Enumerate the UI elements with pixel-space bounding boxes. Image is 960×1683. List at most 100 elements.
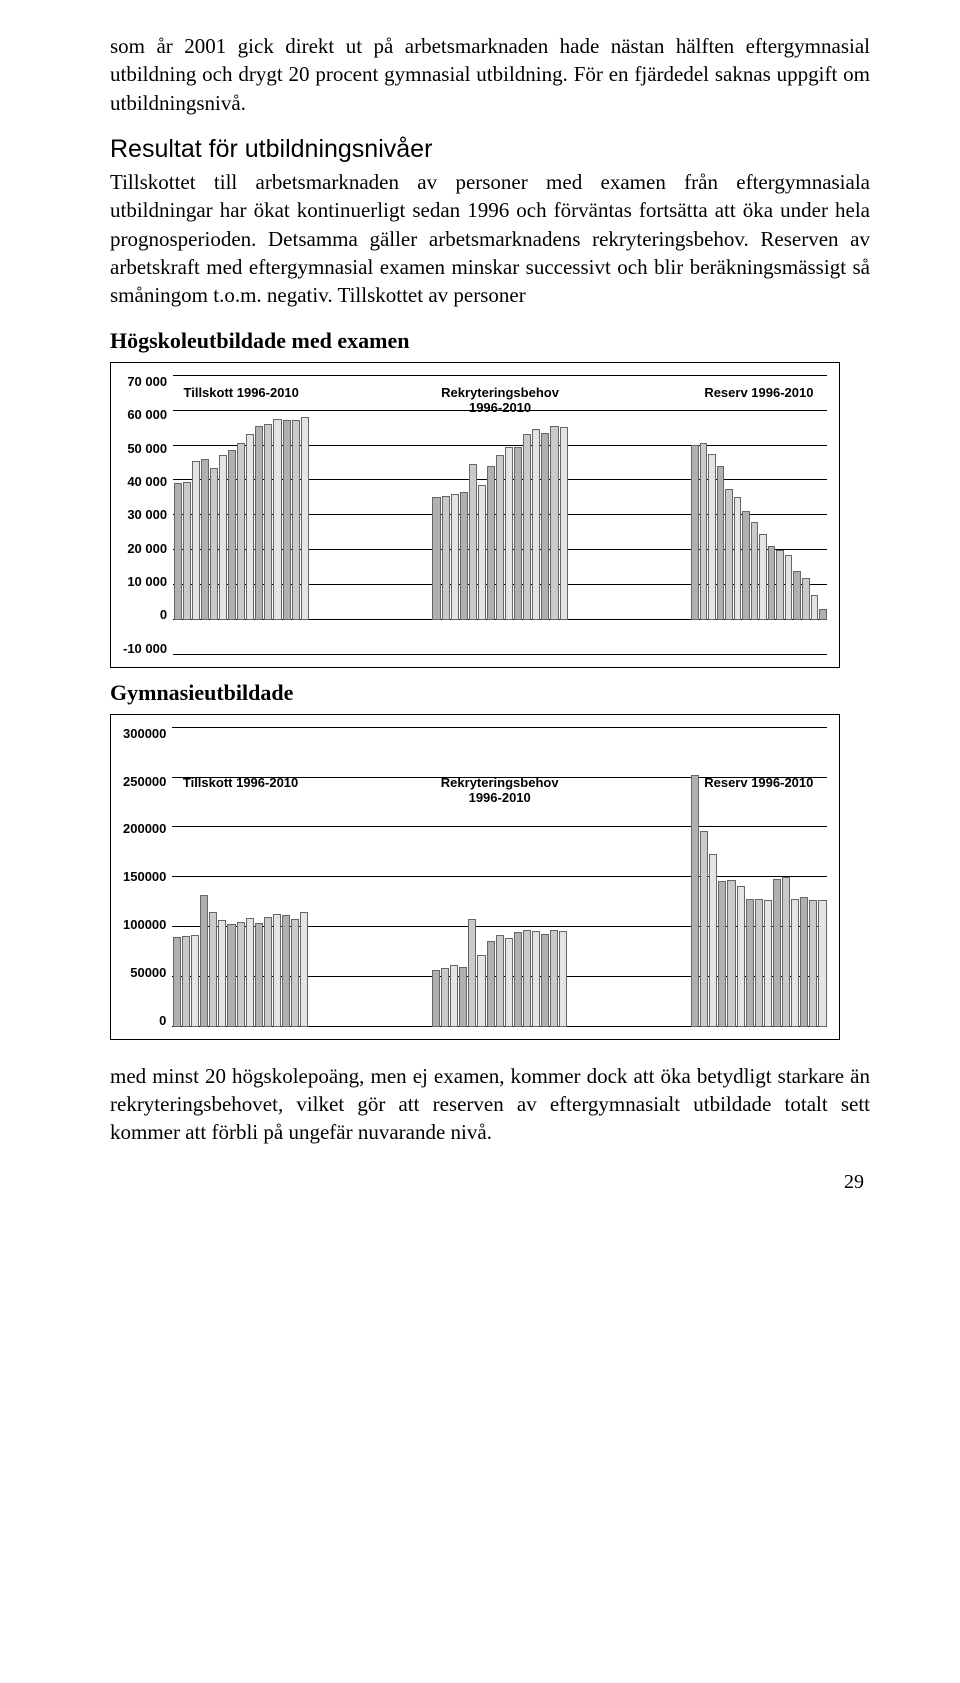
chart2-bars	[172, 727, 827, 1027]
bar	[541, 433, 549, 620]
bar	[773, 879, 781, 1027]
bar	[793, 571, 801, 620]
bar	[505, 447, 513, 620]
y-tick-label: -10 000	[123, 642, 167, 655]
bar	[727, 880, 735, 1027]
bar	[505, 938, 513, 1027]
group-label: Reserv 1996-2010	[691, 775, 827, 806]
y-tick-label: 20 000	[123, 542, 167, 555]
bar	[785, 555, 793, 620]
bar	[228, 450, 236, 620]
bar	[255, 923, 263, 1027]
bar	[550, 426, 558, 620]
bar	[255, 426, 263, 620]
bar	[532, 429, 540, 620]
bar	[541, 934, 549, 1027]
bar	[759, 534, 767, 620]
bar-group	[691, 727, 827, 1027]
chart2-y-axis: 300000250000200000150000100000500000	[123, 727, 172, 1027]
group-label: Reserv 1996-2010	[691, 385, 827, 416]
y-tick-label: 300000	[123, 727, 166, 740]
bar	[264, 917, 272, 1027]
bar	[283, 420, 291, 620]
y-tick-label: 0	[123, 608, 167, 621]
bar	[264, 424, 272, 620]
bar	[273, 419, 281, 620]
bar	[459, 967, 467, 1027]
chart1-bars	[173, 375, 827, 655]
bar	[691, 775, 699, 1027]
bar	[219, 455, 227, 620]
bar	[523, 434, 531, 620]
chart1-plot: Tillskott 1996-2010 Rekryteringsbehov 199…	[173, 375, 827, 655]
bar	[237, 443, 245, 620]
bar	[532, 931, 540, 1027]
bar	[441, 968, 449, 1027]
bar	[282, 915, 290, 1027]
bar	[300, 912, 308, 1027]
bar	[183, 482, 191, 620]
bar	[301, 417, 309, 620]
bar	[450, 965, 458, 1027]
y-tick-label: 100000	[123, 918, 166, 931]
bar	[237, 922, 245, 1027]
y-tick-label: 70 000	[123, 375, 167, 388]
bar	[246, 918, 254, 1027]
paragraph-1: som år 2001 gick direkt ut på arbetsmark…	[110, 32, 870, 117]
bar	[292, 420, 300, 620]
bar-group	[691, 375, 827, 655]
bar-group	[432, 727, 568, 1027]
bar	[550, 930, 558, 1027]
bar	[291, 919, 299, 1027]
bar	[708, 454, 716, 620]
page-number: 29	[110, 1171, 870, 1194]
bar	[718, 881, 726, 1027]
y-tick-label: 50000	[123, 966, 166, 979]
bar	[174, 483, 182, 620]
bar	[182, 936, 190, 1027]
chart1-title: Högskoleutbildade med examen	[110, 328, 870, 354]
bar	[742, 511, 750, 620]
bar	[478, 485, 486, 620]
bar	[460, 492, 468, 620]
y-tick-label: 0	[123, 1014, 166, 1027]
chart1-group-labels: Tillskott 1996-2010 Rekryteringsbehov 199…	[173, 385, 827, 416]
group-label: Rekryteringsbehov 1996-2010	[432, 385, 568, 416]
bar	[709, 854, 717, 1027]
bar	[192, 461, 200, 620]
bar	[273, 914, 281, 1027]
bar	[725, 489, 733, 620]
group-label: Tillskott 1996-2010	[172, 775, 308, 806]
chart2-title: Gymnasieutbildade	[110, 680, 870, 706]
group-label: Tillskott 1996-2010	[173, 385, 309, 416]
bar	[768, 546, 776, 620]
bar	[496, 935, 504, 1027]
bar	[246, 434, 254, 620]
bar	[514, 447, 522, 620]
bar	[514, 932, 522, 1027]
bar	[691, 445, 699, 620]
bar-group	[432, 375, 568, 655]
y-tick-label: 50 000	[123, 442, 167, 455]
bar-group	[173, 375, 309, 655]
bar	[802, 578, 810, 620]
bar	[764, 900, 772, 1027]
bar	[734, 497, 742, 620]
paragraph-2: Tillskottet till arbetsmarknaden av pers…	[110, 168, 870, 310]
bar	[811, 595, 819, 620]
bar	[791, 899, 799, 1027]
bar	[819, 609, 827, 620]
bar	[523, 930, 531, 1027]
bar	[442, 496, 450, 620]
bar	[809, 900, 817, 1027]
bar	[487, 466, 495, 620]
page: som år 2001 gick direkt ut på arbetsmark…	[0, 0, 960, 1234]
y-tick-label: 10 000	[123, 575, 167, 588]
bar	[218, 920, 226, 1027]
bar	[209, 912, 217, 1027]
bar	[227, 924, 235, 1027]
chart2-area: 300000250000200000150000100000500000 Til…	[123, 727, 827, 1027]
bar	[751, 522, 759, 620]
y-tick-label: 30 000	[123, 508, 167, 521]
group-label: Rekryteringsbehov 1996-2010	[432, 775, 568, 806]
